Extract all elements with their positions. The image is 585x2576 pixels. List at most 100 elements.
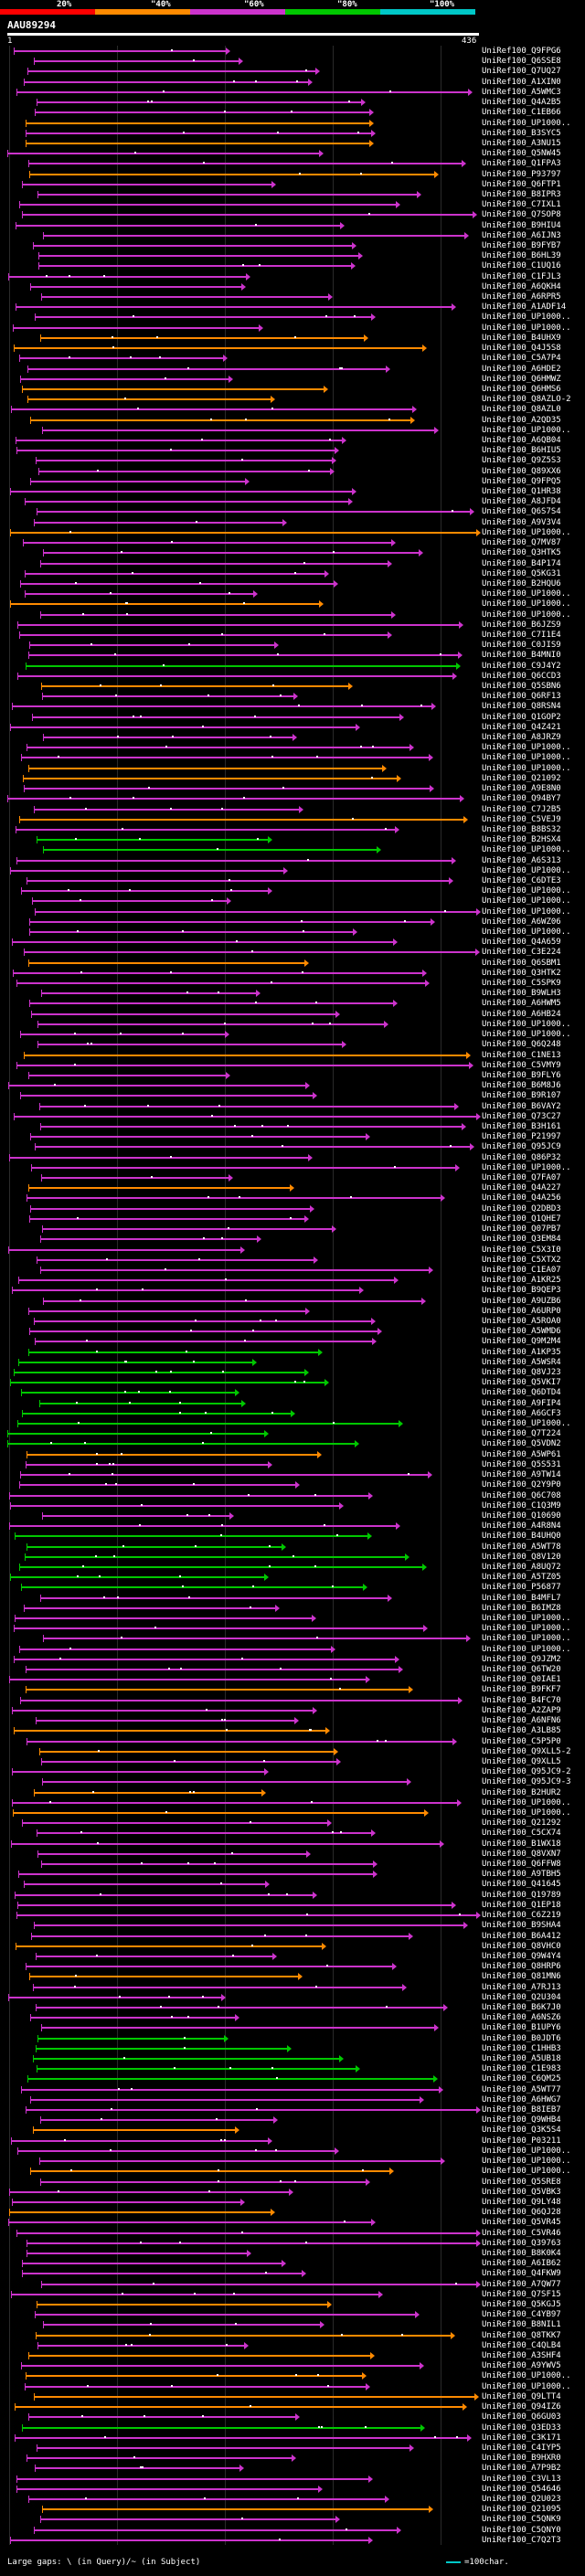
hit-row[interactable]: UniRef100_A9UZB6 [0,1296,585,1307]
hit-label[interactable]: UniRef100_A6HDE2 [482,364,561,374]
hit-row[interactable]: UniRef100_Q3HTK5 [0,547,585,558]
hit-row[interactable]: UniRef100_Q9LTT4 [0,2391,585,2402]
hit-label[interactable]: UniRef100_A8UQ72 [482,1562,561,1572]
hit-label[interactable]: UniRef100_UP1000.. [482,599,571,610]
hit-label[interactable]: UniRef100_UP1000.. [482,2146,571,2156]
hit-row[interactable]: UniRef100_A6NFN6 [0,1715,585,1726]
hit-row[interactable]: UniRef100_Q6HMS6 [0,384,585,395]
hit-label[interactable]: UniRef100_C0JIS9 [482,641,561,651]
hit-row[interactable]: UniRef100_Q21092 [0,773,585,784]
hit-label[interactable]: UniRef100_B2HQU6 [482,578,561,588]
hit-row[interactable]: UniRef100_B4MFL7 [0,1593,585,1604]
hit-row[interactable]: UniRef100_Q2U023 [0,2494,585,2505]
hit-label[interactable]: UniRef100_B8IEB7 [482,2105,561,2115]
hit-row[interactable]: UniRef100_B9QEP3 [0,1285,585,1296]
hit-label[interactable]: UniRef100_B3SYC5 [482,128,561,138]
hit-row[interactable]: UniRef100_UP1000.. [0,599,585,610]
hit-row[interactable]: UniRef100_A2QD35 [0,415,585,426]
hit-label[interactable]: UniRef100_Q6TW20 [482,1665,561,1674]
hit-row[interactable]: UniRef100_Q6DTD4 [0,1387,585,1398]
hit-row[interactable]: UniRef100_UP1000.. [0,2166,585,2177]
hit-row[interactable]: UniRef100_A9TW14 [0,1469,585,1480]
hit-label[interactable]: UniRef100_Q1FPA3 [482,159,561,169]
hit-row[interactable]: UniRef100_A5WT77 [0,2084,585,2095]
hit-row[interactable]: UniRef100_A8UQ72 [0,1562,585,1573]
hit-row[interactable]: UniRef100_A6S313 [0,855,585,866]
hit-label[interactable]: UniRef100_Q9LTT4 [482,2391,561,2401]
hit-row[interactable]: UniRef100_C5P5P0 [0,1736,585,1747]
hit-label[interactable]: UniRef100_B6IMZ8 [482,1603,561,1613]
hit-label[interactable]: UniRef100_A4R8N4 [482,1521,561,1532]
hit-label[interactable]: UniRef100_A6HB24 [482,1009,561,1019]
hit-label[interactable]: UniRef100_Q2DBD3 [482,1203,561,1214]
hit-row[interactable]: UniRef100_Q6SSE8 [0,56,585,67]
hit-label[interactable]: UniRef100_Q9M2M4 [482,1337,561,1347]
hit-row[interactable]: UniRef100_C6QM25 [0,2073,585,2084]
hit-row[interactable]: UniRef100_Q41645 [0,1879,585,1890]
hit-label[interactable]: UniRef100_A5WT78 [482,1542,561,1552]
hit-label[interactable]: UniRef100_Q4J5S8 [482,344,561,354]
hit-row[interactable]: UniRef100_C4YB97 [0,2309,585,2320]
hit-row[interactable]: UniRef100_UP1000.. [0,885,585,896]
hit-label[interactable]: UniRef100_Q9FPG6 [482,47,561,56]
hit-row[interactable]: UniRef100_B9SHA4 [0,1920,585,1931]
hit-label[interactable]: UniRef100_Q6FFW8 [482,1860,561,1869]
hit-row[interactable]: UniRef100_Q4A2B5 [0,97,585,108]
hit-label[interactable]: UniRef100_C7J2B5 [482,804,561,814]
hit-label[interactable]: UniRef100_C4QLB4 [482,2340,561,2350]
hit-label[interactable]: UniRef100_Q5VDN2 [482,1439,561,1449]
hit-label[interactable]: UniRef100_Q8AZLO-2 [482,395,571,405]
hit-row[interactable]: UniRef100_UP1000.. [0,1019,585,1030]
hit-row[interactable]: UniRef100_Q1EP18 [0,1900,585,1911]
hit-row[interactable]: UniRef100_Q5VR45 [0,2217,585,2228]
hit-label[interactable]: UniRef100_Q9JZM2 [482,1654,561,1664]
hit-label[interactable]: UniRef100_Q21095 [482,2505,561,2515]
hit-row[interactable]: UniRef100_C1HHB3 [0,2043,585,2054]
hit-label[interactable]: UniRef100_Q1GOP2 [482,712,561,722]
hit-row[interactable]: UniRef100_B9HIU4 [0,220,585,231]
hit-label[interactable]: UniRef100_C5QNY0 [482,2525,561,2535]
hit-row[interactable]: UniRef100_C7Q2T3 [0,2535,585,2546]
hit-label[interactable]: UniRef100_UP1000.. [482,906,571,917]
hit-label[interactable]: UniRef100_A5WP61 [482,1449,561,1459]
hit-label[interactable]: UniRef100_UP1000.. [482,527,571,537]
hit-row[interactable]: UniRef100_C1UQ16 [0,260,585,271]
hit-row[interactable]: UniRef100_Q1FPA3 [0,158,585,169]
hit-row[interactable]: UniRef100_B4MNI0 [0,650,585,661]
hit-row[interactable]: UniRef100_B6M8J6 [0,1080,585,1091]
hit-row[interactable]: UniRef100_Q89XX6 [0,466,585,477]
hit-row[interactable]: UniRef100_Q5SRE8 [0,2177,585,2188]
hit-label[interactable]: UniRef100_B9WLH3 [482,989,561,999]
hit-row[interactable]: UniRef100_B6K7J0 [0,2002,585,2013]
hit-label[interactable]: UniRef100_Q19789 [482,1890,561,1900]
hit-label[interactable]: UniRef100_Q95JC9-2 [482,1767,571,1777]
hit-row[interactable]: UniRef100_A6QKH4 [0,281,585,292]
hit-label[interactable]: UniRef100_Q6HMS6 [482,384,561,394]
hit-row[interactable]: UniRef100_C3VL13 [0,2474,585,2485]
hit-label[interactable]: UniRef100_A6NFN6 [482,1716,561,1726]
hit-row[interactable]: UniRef100_B2HSX4 [0,834,585,845]
hit-row[interactable]: UniRef100_Q9M2M4 [0,1336,585,1347]
hit-row[interactable]: UniRef100_Q2U304 [0,1992,585,2003]
hit-row[interactable]: UniRef100_UP1000.. [0,2370,585,2381]
hit-row[interactable]: UniRef100_Q0IAE1 [0,1674,585,1685]
hit-label[interactable]: UniRef100_A6IB62 [482,2259,561,2269]
hit-row[interactable]: UniRef100_Q6HMWZ [0,374,585,385]
hit-row[interactable]: UniRef100_A4R8N4 [0,1521,585,1532]
hit-row[interactable]: UniRef100_C7IXL1 [0,199,585,210]
hit-label[interactable]: UniRef100_Q3K5S4 [482,2125,561,2136]
hit-row[interactable]: UniRef100_A7QW77 [0,2279,585,2290]
hit-row[interactable]: UniRef100_B9FKF7 [0,1684,585,1695]
hit-label[interactable]: UniRef100_Q95JC9 [482,1142,561,1152]
hit-label[interactable]: UniRef100_B8K0K4 [482,2248,561,2258]
hit-label[interactable]: UniRef100_B2HUR2 [482,1787,561,1797]
hit-row[interactable]: UniRef100_Q5KGJ5 [0,2299,585,2310]
hit-row[interactable]: UniRef100_A6NSZ6 [0,2012,585,2023]
hit-label[interactable]: UniRef100_Q1QHE7 [482,1214,561,1224]
hit-row[interactable]: UniRef100_A6QB04 [0,435,585,446]
hit-label[interactable]: UniRef100_UP1000.. [482,1797,571,1807]
hit-label[interactable]: UniRef100_B9FLY6 [482,1070,561,1080]
hit-label[interactable]: UniRef100_B4FC70 [482,1695,561,1705]
hit-label[interactable]: UniRef100_B9HIU4 [482,220,561,230]
hit-row[interactable]: UniRef100_UP1000.. [0,610,585,620]
